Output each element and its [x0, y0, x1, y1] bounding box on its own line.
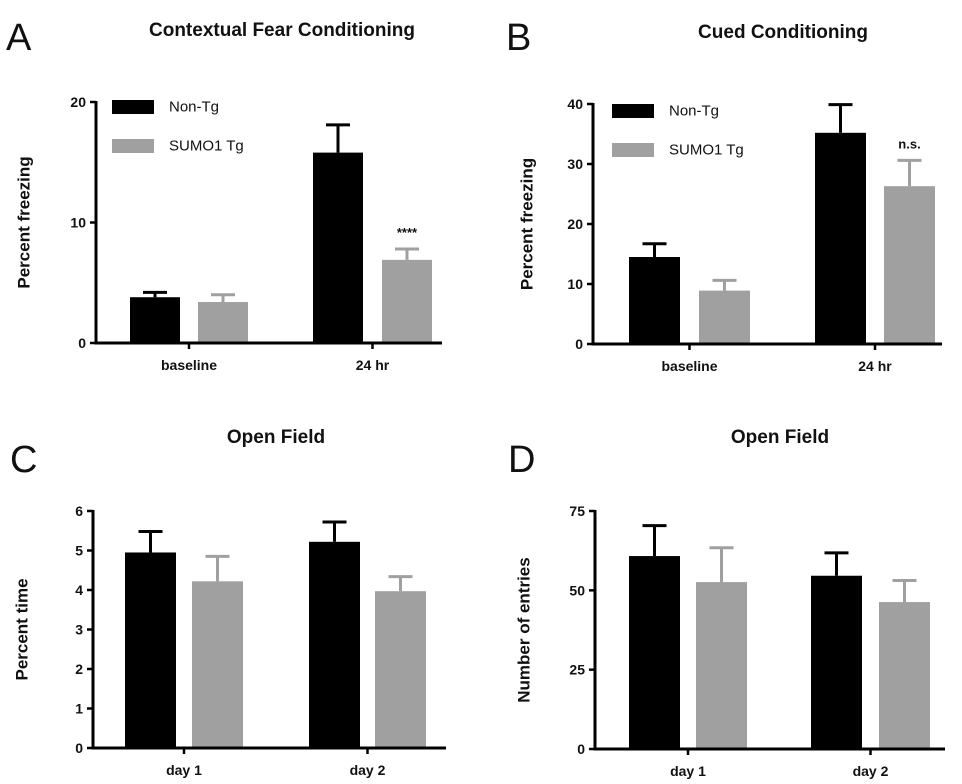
panel-a: A Contextual Fear Conditioning Percent fre…: [6, 17, 442, 373]
chart-title: Open Field: [731, 427, 829, 448]
chart-title: Cued Conditioning: [698, 22, 868, 43]
y-tick-label: 0: [575, 336, 583, 352]
x-tick-label: day 2: [853, 763, 889, 779]
y-tick-label: 2: [75, 661, 83, 677]
y-tick-label: 40: [567, 96, 583, 112]
y-axis-label: Percent freezing: [15, 156, 34, 288]
bar: [375, 591, 426, 748]
x-tick-label: 24 hr: [858, 358, 892, 374]
y-tick-label: 0: [75, 740, 83, 756]
legend: Non-Tg SUMO1 Tg: [612, 103, 744, 159]
y-tick-label: 75: [569, 503, 585, 519]
legend-label: SUMO1 Tg: [669, 142, 744, 159]
y-tick-label: 50: [569, 582, 585, 598]
legend-label: Non-Tg: [169, 99, 219, 116]
bar: [125, 552, 176, 748]
chart-title: Open Field: [227, 427, 325, 448]
y-tick-label: 10: [70, 215, 86, 231]
y-axis-label: Percent time: [13, 578, 32, 680]
y-tick-label: 20: [567, 216, 583, 232]
bar: [815, 132, 866, 344]
y-tick-label: 5: [75, 543, 83, 559]
y-axis-label: Percent freezing: [518, 158, 537, 290]
bar: [879, 602, 930, 749]
panel-letter: D: [508, 439, 535, 481]
legend-swatch: [612, 104, 654, 118]
significance-label: n.s.: [898, 136, 920, 151]
y-tick-label: 3: [75, 622, 83, 638]
bar: [130, 297, 180, 343]
legend-label: Non-Tg: [669, 103, 719, 120]
panel-letter: A: [6, 17, 32, 59]
bar: [884, 186, 935, 344]
bar: [699, 290, 750, 344]
y-axis-label: Number of entries: [515, 557, 534, 702]
bar: [198, 302, 248, 343]
panel-letter: B: [506, 17, 531, 59]
significance-label: ****: [397, 225, 418, 240]
legend-swatch: [112, 100, 154, 114]
bar: [309, 541, 360, 748]
legend: Non-Tg SUMO1 Tg: [112, 99, 244, 155]
y-tick-label: 30: [567, 156, 583, 172]
bar: [696, 582, 747, 749]
y-tick-label: 1: [75, 701, 83, 717]
y-tick-label: 4: [75, 582, 83, 598]
legend-swatch: [112, 139, 154, 153]
panel-c: C Open Field Percent time 0 1 2 3 4 5 6 day 1 day 2: [10, 427, 446, 778]
chart-title: Contextual Fear Conditioning: [149, 20, 415, 41]
bar: [629, 257, 680, 344]
legend-label: SUMO1 Tg: [169, 138, 244, 155]
y-tick-label: 20: [70, 94, 86, 110]
bar: [192, 581, 243, 748]
panel-b: B Cued Conditioning Percent freezing 0 10 20 3…: [506, 17, 942, 374]
y-tick-label: 10: [567, 276, 583, 292]
x-tick-label: day 1: [166, 762, 202, 778]
panel-letter: C: [10, 439, 37, 481]
legend-swatch: [612, 143, 654, 157]
x-tick-label: day 1: [670, 763, 706, 779]
bar: [811, 575, 862, 749]
bar: [629, 556, 680, 749]
y-tick-label: 6: [75, 503, 83, 519]
x-tick-label: day 2: [350, 762, 386, 778]
y-tick-label: 0: [78, 335, 86, 351]
y-tick-label: 0: [577, 741, 585, 757]
y-tick-label: 25: [569, 662, 585, 678]
x-tick-label: baseline: [161, 357, 217, 373]
panel-d: D Open Field Number of entries 0 25 50 75 day 1…: [508, 427, 945, 779]
bar: [313, 152, 363, 343]
x-tick-label: baseline: [661, 358, 717, 374]
x-tick-label: 24 hr: [356, 357, 390, 373]
bar: [382, 259, 432, 343]
